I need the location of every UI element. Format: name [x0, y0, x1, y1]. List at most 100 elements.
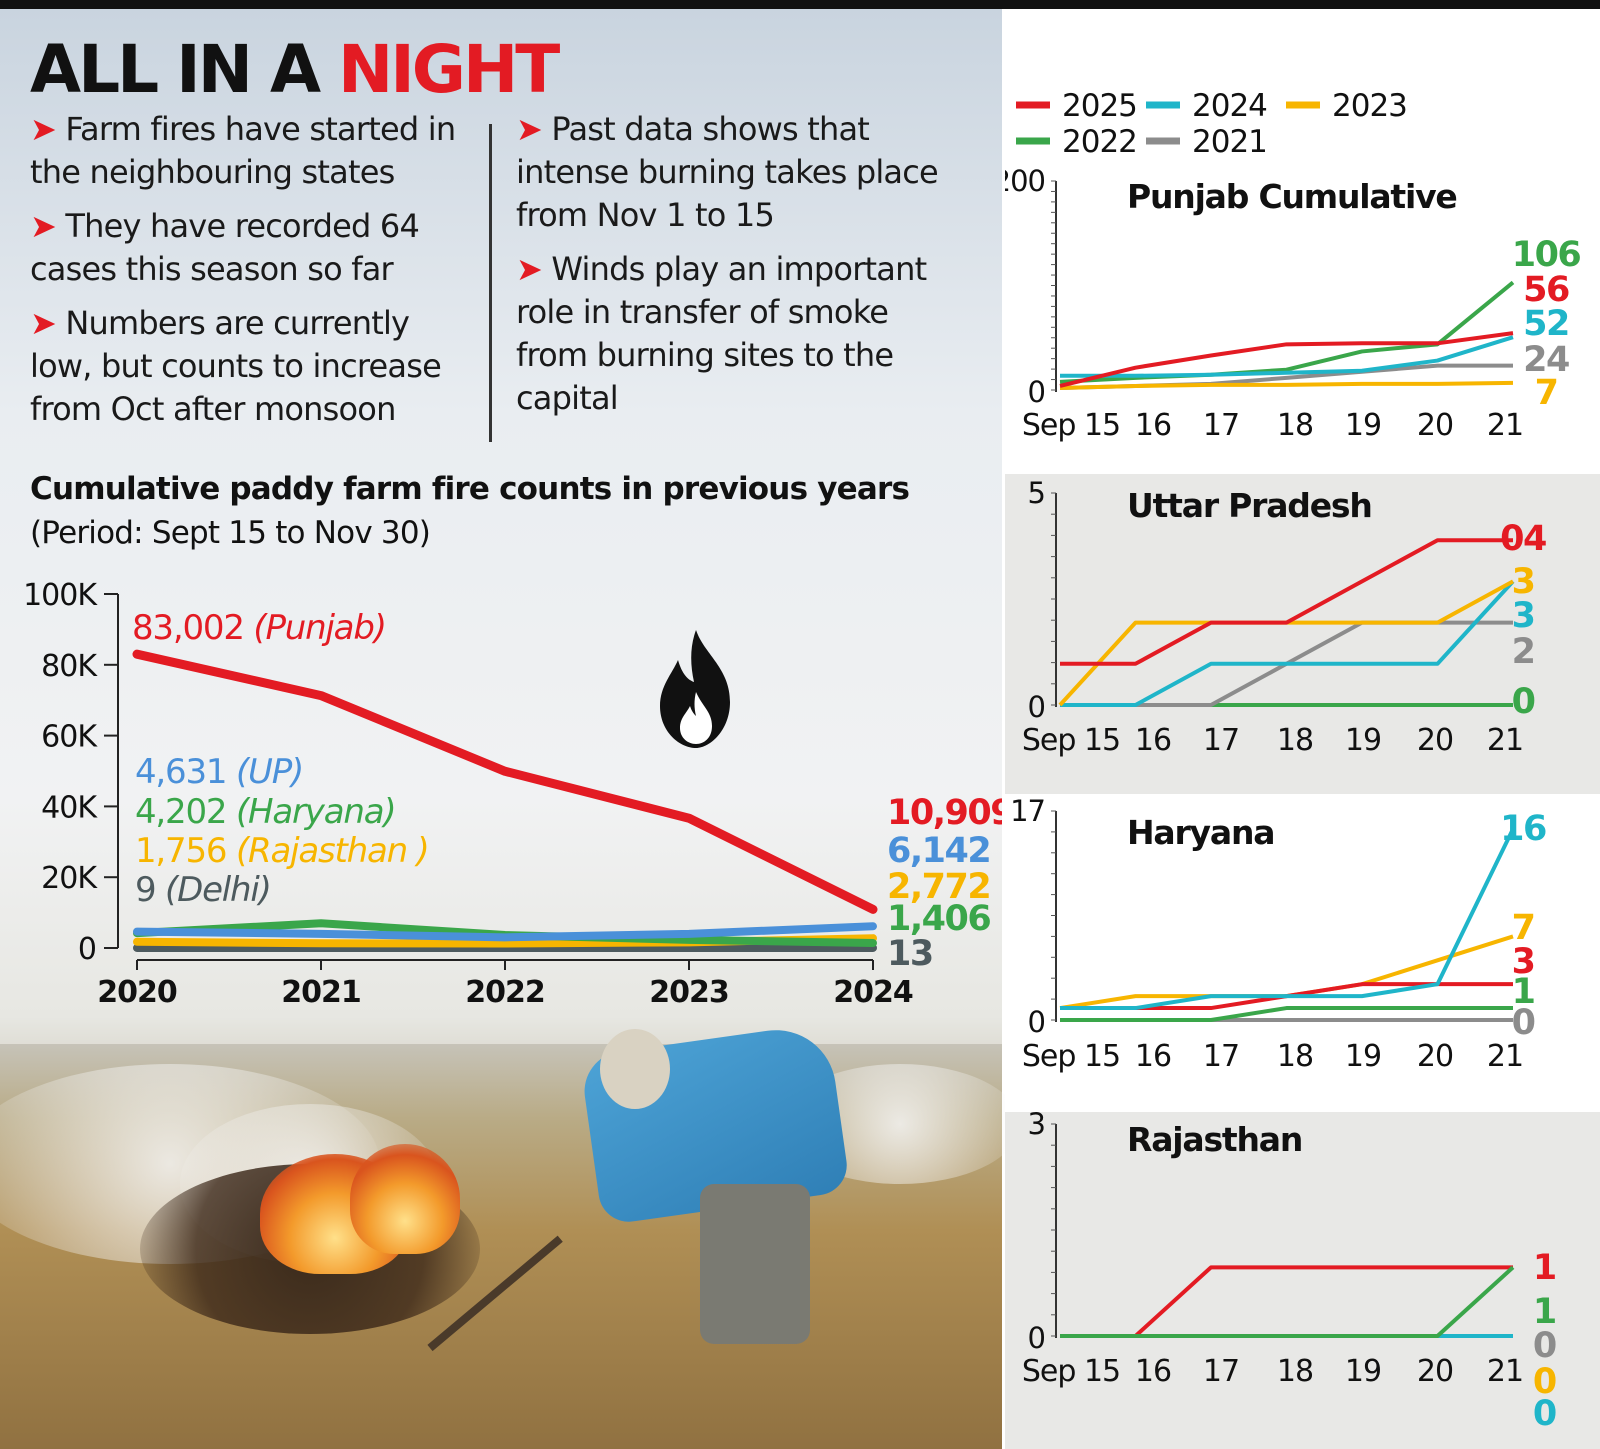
x-tick-label: 16 — [1135, 723, 1171, 758]
series-line-punjab — [132, 649, 878, 914]
arrow-icon: ➤ — [516, 110, 552, 148]
panel-title: Uttar Pradesh — [1127, 486, 1372, 525]
panel-bg-haryana — [1005, 794, 1600, 1112]
end-label-2023: 7 — [1535, 373, 1558, 413]
start-name: (Haryana) — [236, 792, 395, 832]
x-tick-label: 16 — [1135, 1354, 1171, 1389]
panel-bg-up — [1005, 474, 1600, 794]
x-tick-label: Sep 15 — [1022, 408, 1120, 443]
field-photo — [0, 1022, 1020, 1449]
x-tick-label: 20 — [1417, 1039, 1453, 1074]
end-label-2024: 52 — [1523, 304, 1569, 344]
x-tick-label: 2023 — [649, 975, 729, 1010]
start-label-rajasthan: 1,756 (Rajasthan ) — [135, 831, 429, 871]
series-line-up — [133, 922, 877, 942]
start-value: 4,202 — [135, 792, 236, 832]
x-tick-label: 2020 — [97, 975, 177, 1010]
end-label-2024: 16 — [1500, 809, 1546, 849]
start-value: 4,631 — [135, 752, 236, 792]
y-tick-label: 0 — [78, 932, 96, 967]
x-tick-label: 2024 — [833, 975, 913, 1010]
end-label-2022: 0 — [1512, 682, 1535, 722]
main-line-chart: 0 20K 40K 60K 80K 100K 2020 2021 2022 2023 2024 83… — [23, 578, 1002, 1010]
start-label-haryana: 4,202 (Haryana) — [135, 792, 395, 832]
x-tick-label: 2021 — [281, 975, 361, 1010]
bullet-left-1: ➤ Farm fires have started in the neighbo… — [30, 110, 456, 191]
start-name: (Delhi) — [165, 870, 271, 910]
end-label-up: 6,142 — [887, 831, 990, 871]
x-tick-label: 16 — [1135, 408, 1171, 443]
arrow-icon: ➤ — [516, 250, 552, 288]
start-label-delhi: 9 (Delhi) — [135, 870, 271, 910]
series-line-2025 — [1060, 1265, 1513, 1338]
end-label-2022: 1 — [1512, 972, 1535, 1012]
end-label-2021: 24 — [1523, 340, 1569, 380]
series-line-2022 — [1060, 1006, 1513, 1022]
start-value: 9 — [135, 870, 165, 910]
y-tick-label: 17 — [1010, 794, 1045, 828]
end-label: 1 — [1533, 1292, 1557, 1332]
legend-label-2023: 2023 — [1332, 88, 1407, 124]
series-line-2023 — [1058, 579, 1514, 707]
arrow-icon: ➤ — [30, 207, 66, 245]
y-tick-label: 80K — [41, 649, 98, 684]
x-tick-label: Sep 15 — [1022, 1354, 1120, 1389]
bullet-left-2: ➤ They have recorded 64 cases this seaso… — [30, 207, 420, 288]
series-line-2023 — [1059, 380, 1514, 390]
start-name: (Rajasthan ) — [236, 831, 429, 871]
x-tick-label: 18 — [1277, 723, 1313, 758]
y-tick-label: 0 — [1028, 375, 1045, 409]
y-tick-label: 200 — [1005, 164, 1045, 198]
panel-title: Haryana — [1127, 813, 1274, 852]
start-value: 83,002 — [132, 608, 253, 648]
y-tick-label: 0 — [1028, 1321, 1045, 1355]
end-label: 0 — [1533, 1394, 1557, 1434]
main-title: ALL IN A NIGHT — [30, 31, 560, 108]
arrow-icon: ➤ — [30, 110, 66, 148]
legend-label-2025: 2025 — [1062, 88, 1137, 124]
start-name: (Punjab) — [253, 608, 385, 648]
x-tick-label: 18 — [1277, 408, 1313, 443]
x-tick-label: 18 — [1277, 1354, 1313, 1389]
end-label-2023: 3 — [1512, 562, 1535, 602]
x-tick-label: 18 — [1277, 1039, 1313, 1074]
end-label-2022: 106 — [1512, 235, 1581, 275]
end-label-delhi: 13 — [887, 934, 933, 974]
x-tick-label: 21 — [1487, 408, 1523, 443]
legend-label-2022: 2022 — [1062, 124, 1137, 160]
right-panel — [1005, 9, 1600, 1449]
farmer-pants — [700, 1184, 810, 1344]
end-label-2023: 7 — [1512, 908, 1535, 948]
y-tick-label: 3 — [1028, 1107, 1045, 1141]
chart-title: Cumulative paddy farm fire counts in pre… — [30, 471, 910, 507]
x-tick-label: 21 — [1487, 1039, 1523, 1074]
end-label-2021: 2 — [1512, 632, 1535, 672]
series-line-2025 — [1059, 331, 1514, 388]
left-panel: ALL IN A NIGHT ➤ Farm fires have started… — [0, 9, 1020, 1449]
y-tick-label: 60K — [41, 720, 98, 755]
x-tick-label: 19 — [1345, 1354, 1381, 1389]
x-tick-label: 20 — [1417, 1354, 1453, 1389]
flame — [350, 1144, 460, 1254]
x-tick-label: 21 — [1487, 723, 1523, 758]
end-label-rajasthan: 2,772 — [887, 867, 990, 907]
end-label: 0 — [1533, 1362, 1557, 1402]
end-label-2021: 0 — [1512, 1003, 1535, 1043]
start-label-punjab: 83,002 (Punjab) — [132, 608, 386, 648]
series-line-2025 — [1060, 538, 1513, 666]
y-tick-label: 5 — [1028, 476, 1045, 510]
bullet-right-2: ➤ Winds play an important role in transf… — [516, 250, 927, 417]
x-tick-label: 17 — [1203, 1039, 1239, 1074]
end-label-2025: 04 — [1500, 519, 1546, 559]
end-label-2025: 3 — [1512, 942, 1535, 982]
series-line-2022 — [1060, 1265, 1515, 1338]
farmer-head — [600, 1029, 670, 1109]
y-tick-label: 0 — [1028, 1005, 1045, 1039]
x-tick-label: 17 — [1203, 1354, 1239, 1389]
